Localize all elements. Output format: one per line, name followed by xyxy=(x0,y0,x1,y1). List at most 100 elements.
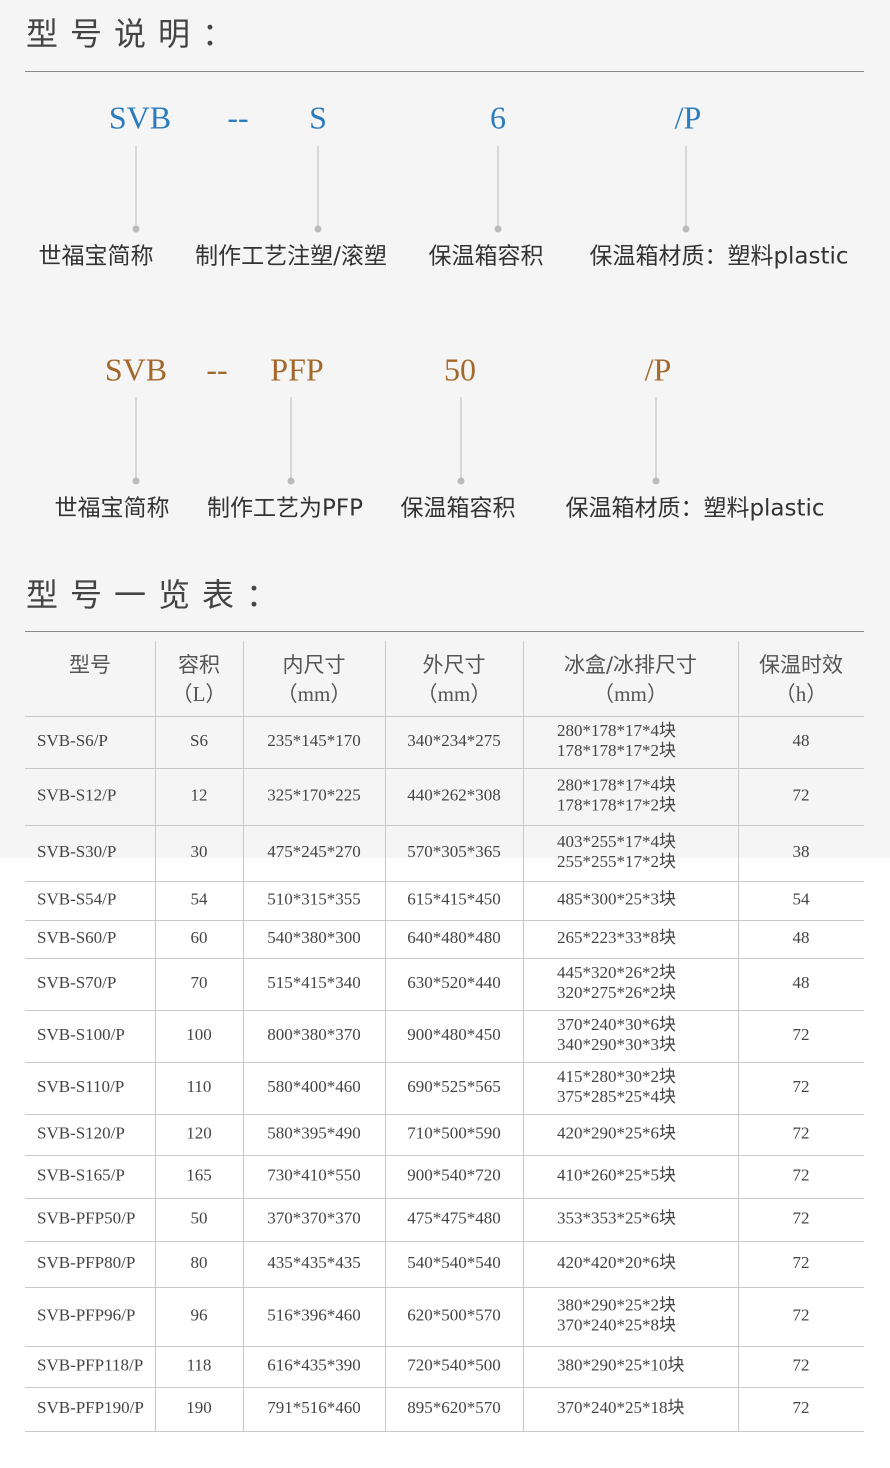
table-cell: 72 xyxy=(793,1208,810,1227)
code-label: 制作工艺注塑/滚塑 xyxy=(195,244,387,270)
table-cell: 280*178*17*4块 xyxy=(557,721,676,740)
connector-dot xyxy=(494,225,502,233)
table-cell: 580*400*460 xyxy=(267,1077,361,1096)
table-cell: 100 xyxy=(186,1025,212,1044)
table-cell: 72 xyxy=(793,1165,810,1184)
code-label: 保温箱容积 xyxy=(429,244,544,270)
table-header: （mm） xyxy=(277,682,352,706)
table-cell: SVB-S54/P xyxy=(37,889,116,908)
table-cell: 60 xyxy=(191,928,208,947)
table-cell: 12 xyxy=(191,785,208,804)
model-code: S xyxy=(309,99,327,135)
table-cell: 370*240*25*18块 xyxy=(557,1398,685,1417)
table-cell: 895*620*570 xyxy=(407,1398,501,1417)
table-cell: 475*475*480 xyxy=(407,1208,501,1227)
connector-dot xyxy=(314,225,322,233)
table-header: 容积 xyxy=(178,653,220,677)
table-cell: 38 xyxy=(793,842,810,861)
table-cell: 690*525*565 xyxy=(407,1077,501,1096)
connector-dot xyxy=(457,477,465,485)
table-cell: 630*520*440 xyxy=(407,973,501,992)
connector-dot xyxy=(132,225,140,233)
model-code: 50 xyxy=(444,351,476,387)
connector-dot xyxy=(287,477,295,485)
table-cell: 353*353*25*6块 xyxy=(557,1208,676,1227)
table-cell: 50 xyxy=(191,1208,208,1227)
table-cell: 80 xyxy=(191,1253,208,1272)
table-cell: 900*480*450 xyxy=(407,1025,501,1044)
table-header: （mm） xyxy=(593,682,668,706)
table-cell: SVB-S110/P xyxy=(37,1077,124,1096)
table-cell: 485*300*25*3块 xyxy=(557,889,676,908)
table-cell: 190 xyxy=(186,1398,212,1417)
table-cell: 48 xyxy=(793,928,810,947)
table-cell: 72 xyxy=(793,1077,810,1096)
model-code: 6 xyxy=(490,99,506,135)
table-cell: 710*500*590 xyxy=(407,1123,501,1142)
model-code: SVB xyxy=(105,351,167,387)
table-cell: SVB-PFP80/P xyxy=(37,1253,135,1272)
table-cell: 70 xyxy=(191,973,208,992)
connector-dot xyxy=(682,225,690,233)
table-cell: 720*540*500 xyxy=(407,1355,501,1374)
table-cell: 235*145*170 xyxy=(267,731,361,750)
table-cell: 54 xyxy=(793,889,811,908)
table-header: 型号 xyxy=(69,653,111,677)
model-code: /P xyxy=(645,351,672,387)
table-cell: SVB-PFP96/P xyxy=(37,1305,135,1324)
table-cell: 440*262*308 xyxy=(407,785,501,804)
table-cell: 540*540*540 xyxy=(407,1253,501,1272)
table-cell: 72 xyxy=(793,1253,810,1272)
table-cell: 110 xyxy=(187,1077,212,1096)
table-cell: 510*315*355 xyxy=(267,889,361,908)
table-cell: 340*234*275 xyxy=(407,731,501,750)
table-cell: 370*370*370 xyxy=(267,1208,361,1227)
table-cell: 570*305*365 xyxy=(407,842,501,861)
model-code: SVB xyxy=(109,99,171,135)
table-header: 内尺寸 xyxy=(283,653,346,677)
table-cell: 370*240*25*8块 xyxy=(557,1315,676,1334)
table-header: 保温时效 xyxy=(759,653,843,677)
table-cell: 280*178*17*4块 xyxy=(557,775,676,794)
table-cell: SVB-S165/P xyxy=(37,1165,125,1184)
model-code: /P xyxy=(675,99,702,135)
table-cell: 54 xyxy=(191,889,209,908)
table-cell: SVB-S60/P xyxy=(37,928,116,947)
code-label: 制作工艺为PFP xyxy=(207,496,363,522)
table-cell: 72 xyxy=(793,1025,810,1044)
table-cell: 420*420*20*6块 xyxy=(557,1253,676,1272)
table-cell: 320*275*26*2块 xyxy=(557,983,676,1002)
table-cell: 72 xyxy=(793,1355,810,1374)
table-cell: 516*396*460 xyxy=(267,1305,361,1324)
table-cell: 48 xyxy=(793,973,810,992)
table-header: 外尺寸 xyxy=(423,653,486,677)
model-code: PFP xyxy=(270,351,323,387)
background xyxy=(0,0,890,858)
code-label: 世福宝简称 xyxy=(39,244,154,270)
table-cell: SVB-PFP50/P xyxy=(37,1208,135,1227)
code-label: 保温箱容积 xyxy=(401,496,516,522)
table-cell: 120 xyxy=(186,1123,212,1142)
section-title: 型号一览表： xyxy=(26,576,290,614)
table-cell: 165 xyxy=(186,1165,212,1184)
table-cell: SVB-S70/P xyxy=(37,973,116,992)
table-cell: SVB-S120/P xyxy=(37,1123,125,1142)
table-cell: 72 xyxy=(793,1305,810,1324)
table-cell: 255*255*17*2块 xyxy=(557,852,676,871)
table-cell: 415*280*30*2块 xyxy=(557,1067,676,1086)
table-cell: 380*290*25*10块 xyxy=(557,1355,685,1374)
connector-dot xyxy=(652,477,660,485)
table-cell: 178*178*17*2块 xyxy=(557,741,676,760)
table-header: 冰盒/冰排尺寸 xyxy=(564,653,697,677)
code-label: 世福宝简称 xyxy=(55,496,170,522)
table-cell: SVB-S12/P xyxy=(37,785,116,804)
table-header: （h） xyxy=(775,682,828,706)
table-cell: SVB-PFP118/P xyxy=(37,1355,143,1374)
table-cell: 340*290*30*3块 xyxy=(557,1035,676,1054)
table-cell: 96 xyxy=(191,1305,208,1324)
table-header: （L） xyxy=(172,682,227,706)
table-cell: 118 xyxy=(187,1355,212,1374)
table-cell: 580*395*490 xyxy=(267,1123,361,1142)
table-cell: 620*500*570 xyxy=(407,1305,501,1324)
